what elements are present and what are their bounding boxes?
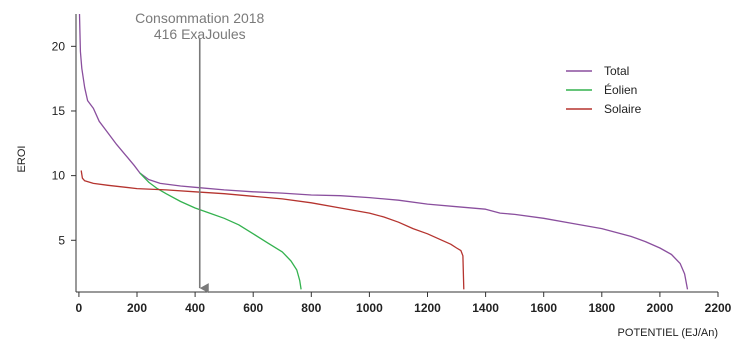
x-tick-label: 800 <box>301 301 321 315</box>
x-tick-label: 1600 <box>530 301 557 315</box>
x-tick-label: 2200 <box>705 301 732 315</box>
legend-label-total: Total <box>604 64 629 78</box>
axes-group: 0 200 400 600 800 1000 1200 1400 1600 1800 2000 220… <box>16 14 732 339</box>
x-tick-label: 1200 <box>414 301 441 315</box>
series-line-total <box>78 13 689 290</box>
x-axis-title: POTENTIEL (EJ/An) <box>618 327 718 339</box>
x-tick-label: 1800 <box>588 301 615 315</box>
y-tick-label: 10 <box>52 169 66 183</box>
x-tick-label: 600 <box>243 301 263 315</box>
x-tick-label: 2000 <box>647 301 674 315</box>
x-tick-label: 200 <box>127 301 147 315</box>
legend: Total Éolien Solaire <box>566 64 642 116</box>
annotation-line-1: Consommation 2018 <box>135 10 264 26</box>
y-tick-label: 5 <box>58 233 65 247</box>
y-tick-label: 20 <box>52 39 66 53</box>
series-line-solaire <box>80 170 465 290</box>
y-tick-label: 15 <box>52 104 66 118</box>
x-tick-label: 0 <box>76 301 83 315</box>
series-line-éolien <box>139 172 302 290</box>
x-tick-label: 1000 <box>356 301 383 315</box>
x-tick-label: 1400 <box>472 301 499 315</box>
legend-label-solaire: Solaire <box>604 102 642 116</box>
series-group <box>78 13 689 290</box>
annotation-line-2: 416 ExaJoules <box>154 26 246 42</box>
x-tick-label: 400 <box>185 301 205 315</box>
y-axis-title: EROI <box>16 146 28 173</box>
legend-label-éolien: Éolien <box>604 82 637 97</box>
